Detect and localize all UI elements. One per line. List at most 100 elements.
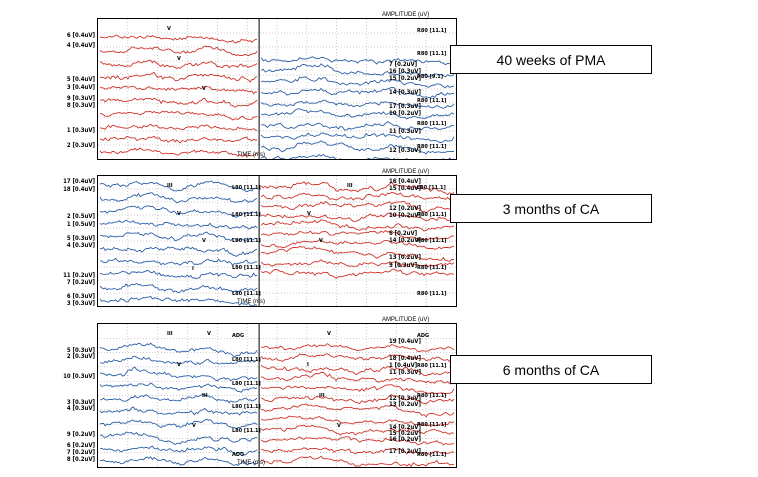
left-channel-label: 1 [0.5uV] [66, 221, 95, 228]
left-channel-label: 17 [0.4uV] [63, 178, 95, 185]
abr-waveform-trace [99, 269, 258, 280]
waveform-plot [98, 19, 456, 159]
abr-waveform-trace [99, 45, 258, 57]
abr-waveform-trace [260, 212, 455, 222]
peak-marker: V [167, 26, 171, 32]
abr-waveform-trace [260, 364, 455, 377]
abr-waveform-trace [99, 135, 258, 144]
peak-marker: III [347, 183, 353, 189]
peak-marker: III [319, 392, 325, 399]
right-channel-label: 14 [0.2uV] [389, 424, 421, 431]
abr-waveform-trace [260, 99, 455, 109]
abr-waveform-trace [261, 343, 455, 352]
trace-tag: R80 [11.1] [417, 362, 447, 369]
abr-waveform-trace [99, 366, 258, 382]
right-channel-label: 14 [0.3uV] [389, 89, 421, 96]
abr-waveform-trace [99, 219, 258, 230]
abr-waveform-trace [260, 56, 455, 66]
trace-tag: R80 [11.1] [417, 28, 447, 34]
trace-tag: R80 [11.1] [417, 97, 447, 104]
peak-marker: V [207, 331, 211, 337]
abr-waveform-trace [99, 456, 258, 466]
abr-waveform-trace [99, 123, 258, 131]
trace-tag: ADG [232, 452, 245, 458]
trace-tag: L80 [11.1] [232, 428, 261, 435]
left-channel-label: 8 [0.2uV] [66, 456, 95, 463]
trace-tag: L80 [11.1] [232, 185, 261, 191]
abr-waveform-trace [99, 59, 258, 70]
right-channel-label: 19 [0.4uV] [389, 338, 421, 345]
trace-tag: L80 [11.1] [232, 291, 261, 297]
right-channel-label: 11 [0.3uV] [389, 128, 421, 135]
peak-marker: V [319, 238, 323, 244]
right-channel-label: 17 [0.2uV] [389, 448, 421, 455]
abr-waveform-trace [260, 76, 455, 89]
peak-marker: V [177, 210, 181, 217]
abr-waveform-trace [99, 382, 258, 393]
abr-waveform-trace [99, 192, 258, 204]
time-axis-label: TIME (ms) [237, 460, 265, 466]
abr-waveform-trace [99, 418, 258, 430]
abr-waveform-trace [260, 394, 455, 405]
waveform-plot [98, 324, 456, 467]
abr-waveform-trace [99, 445, 258, 456]
abr-waveform-trace [99, 246, 258, 258]
left-channel-label: 4 [0.4uV] [66, 42, 95, 49]
abr-waveform-trace [99, 431, 258, 446]
abr-waveform-trace [260, 140, 455, 155]
amplitude-axis-label: AMPLITUDE (uV) [382, 169, 430, 175]
abr-waveform-trace [260, 436, 455, 446]
abr-waveform-trace [260, 424, 455, 436]
right-channel-label: 7 [0.2uV] [389, 61, 418, 68]
left-channel-label: 11 [0.2uV] [63, 272, 95, 279]
trace-tag: R80 [11.1] [417, 120, 447, 127]
abr-waveform-trace [260, 239, 455, 250]
abr-waveform-trace [260, 191, 455, 201]
trace-tag: L80 [11.1] [232, 380, 261, 387]
trace-tag: L80 [11.1] [232, 238, 261, 244]
waveform-plot [98, 176, 456, 306]
caption-40-weeks-pma: 40 weeks of PMA [450, 45, 652, 74]
abr-waveform-trace [99, 231, 258, 243]
left-channel-label: 18 [0.4uV] [63, 186, 95, 193]
left-channel-label: 3 [0.4uV] [66, 84, 95, 91]
abr-waveform-trace [99, 205, 258, 218]
abr-panel-40-weeks [97, 18, 457, 160]
abr-waveform-trace [260, 384, 455, 395]
left-channel-label: 3 [0.3uV] [66, 300, 95, 307]
trace-tag: R80 [11.1] [417, 291, 447, 297]
peak-marker: V [307, 210, 311, 217]
left-channel-label: 6 [0.2uV] [66, 442, 95, 449]
left-channel-label: 5 [0.4uV] [66, 76, 95, 83]
abr-waveform-trace [99, 147, 258, 158]
amplitude-axis-label: AMPLITUDE (uV) [382, 12, 430, 18]
abr-waveform-trace [99, 282, 258, 293]
abr-panel-6-months [97, 323, 457, 468]
caption-6-months-ca: 6 months of CA [450, 355, 652, 384]
time-axis-label: TIME (ms) [237, 152, 265, 158]
left-channel-label: 4 [0.3uV] [66, 405, 95, 412]
right-channel-label: 12 [0.3uV] [389, 147, 421, 154]
abr-waveform-trace [260, 63, 455, 78]
right-channel-label: 14 [0.2uV] [389, 237, 421, 244]
peak-marker: V [177, 56, 181, 62]
trace-tag: L80 [11.1] [232, 264, 261, 271]
trace-tag: ADG [232, 333, 245, 339]
abr-waveform-trace [99, 342, 258, 358]
abr-waveform-trace [99, 257, 258, 267]
left-channel-label: 8 [0.3uV] [66, 102, 95, 109]
right-channel-label: 16 [0.3uV] [389, 68, 421, 75]
abr-waveform-trace [260, 371, 455, 385]
abr-waveform-trace [99, 97, 258, 108]
abr-waveform-trace [99, 393, 258, 404]
left-channel-label: 2 [0.3uV] [66, 142, 95, 149]
trace-tag: ADG [417, 333, 430, 339]
peak-marker: I [307, 361, 309, 368]
trace-tag: R80 [11.1] [417, 211, 447, 218]
left-channel-label: 2 [0.5uV] [66, 213, 95, 220]
abr-waveform-trace [260, 132, 455, 144]
abr-waveform-trace [260, 181, 455, 196]
trace-tag: L80 [11.1] [417, 185, 446, 191]
trace-tag: R80 [11.1] [417, 51, 447, 58]
trace-tag: R80 [9.1] [417, 74, 443, 81]
